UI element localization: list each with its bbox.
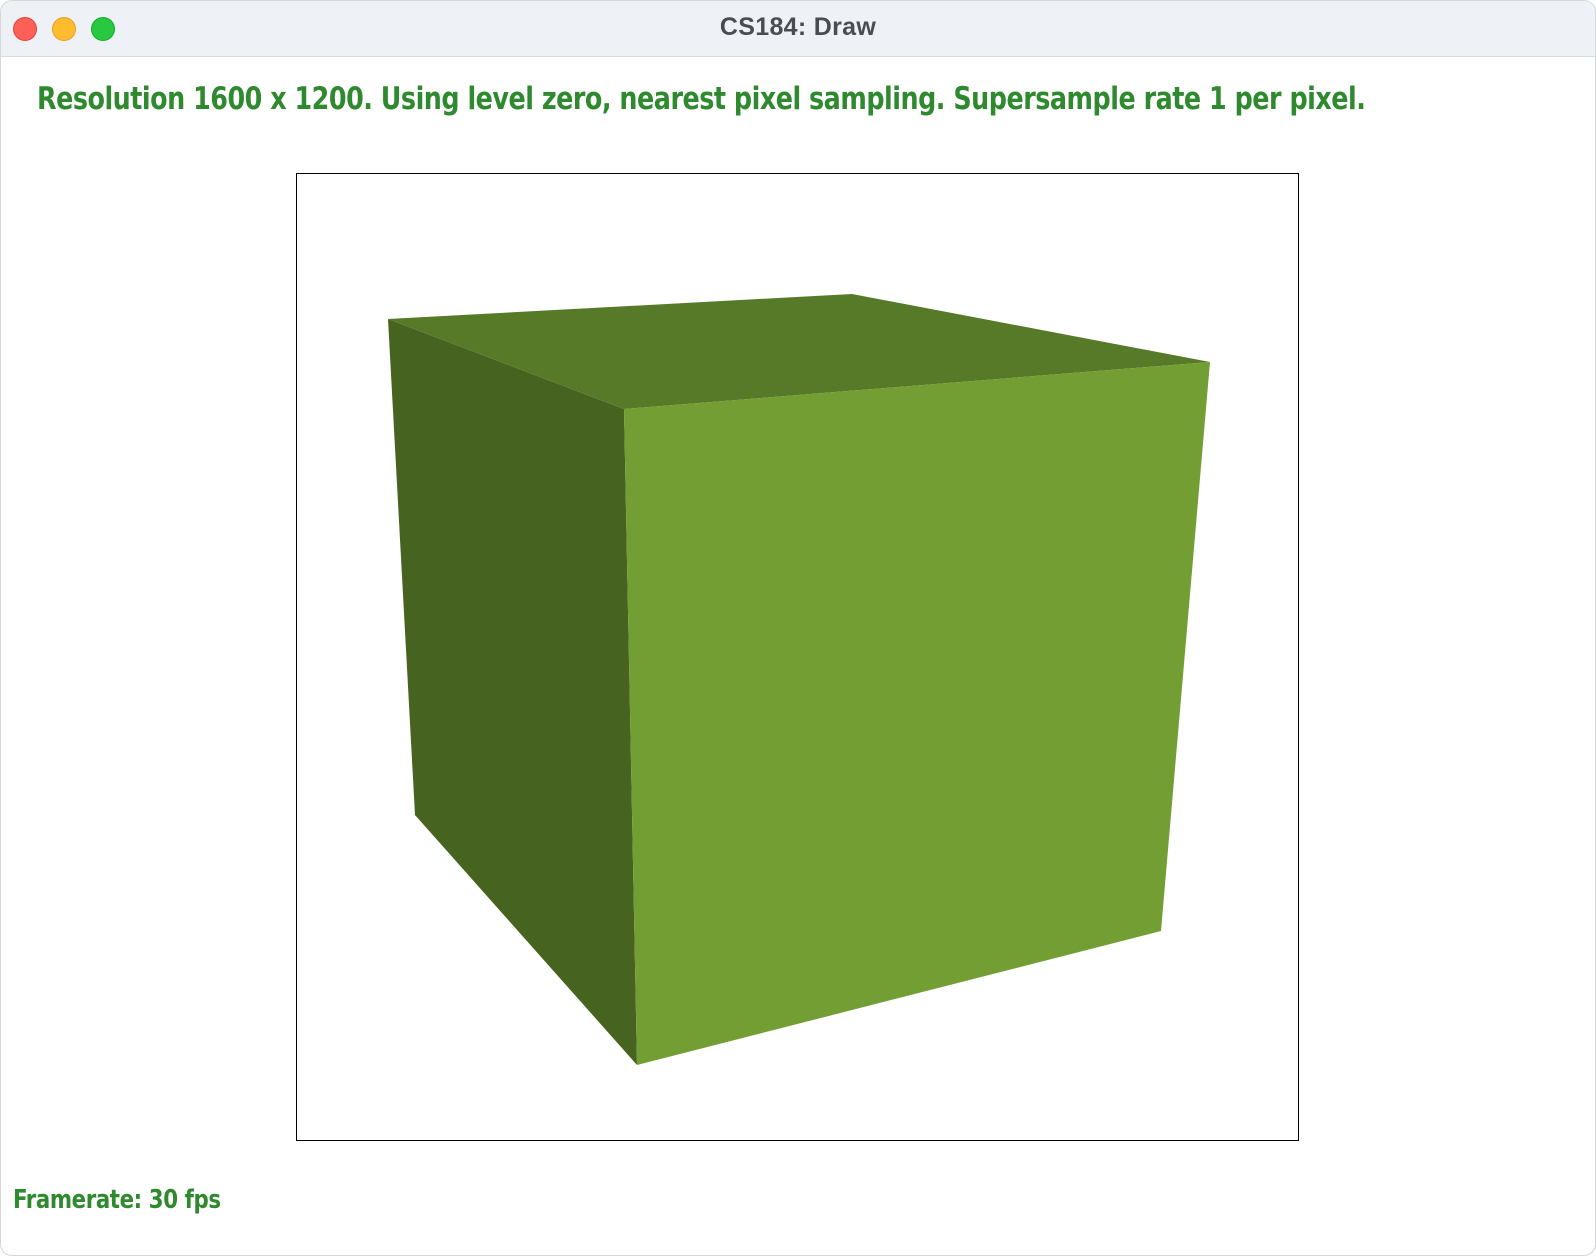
cube-top-face (388, 294, 1210, 409)
status-text: Resolution 1600 x 1200. Using level zero… (37, 81, 1366, 117)
framerate-text: Framerate: 30 fps (13, 1185, 221, 1215)
zoom-icon[interactable] (91, 17, 115, 41)
minimize-icon[interactable] (52, 17, 76, 41)
title-bar[interactable]: CS184: Draw (1, 1, 1595, 57)
cube-front-face (624, 362, 1210, 1065)
cube-left-face (388, 319, 637, 1065)
window-title: CS184: Draw (719, 13, 877, 41)
close-icon[interactable] (13, 17, 37, 41)
